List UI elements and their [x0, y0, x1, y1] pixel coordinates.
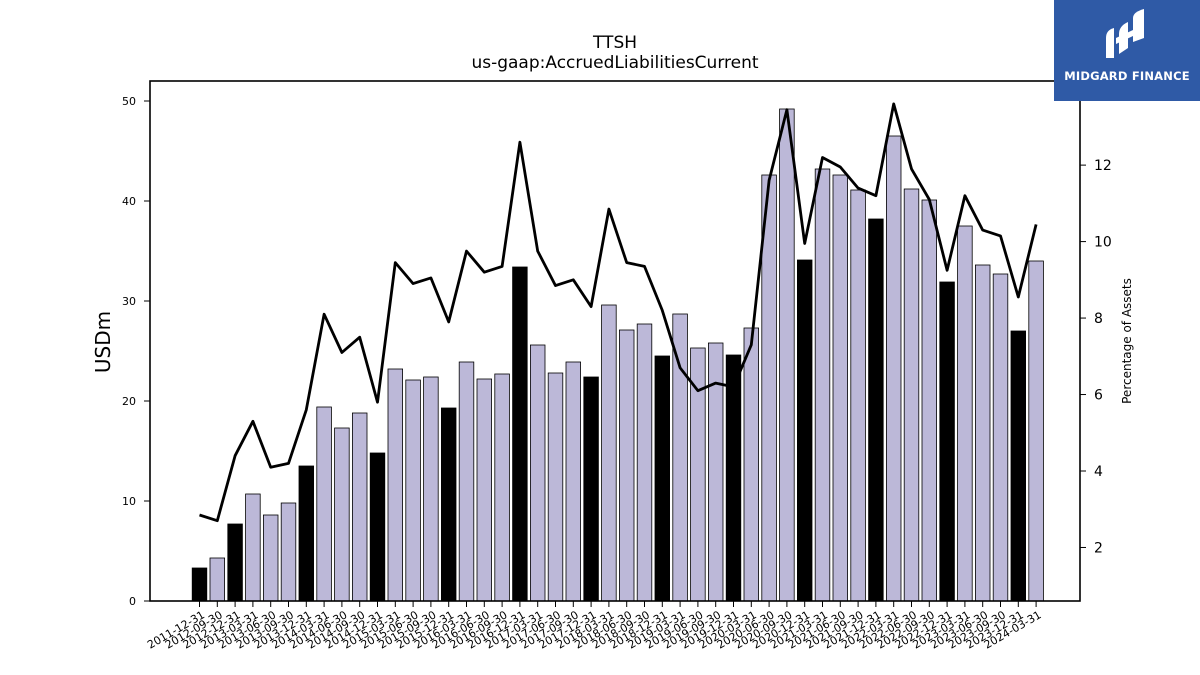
plot-frame — [149, 80, 1081, 602]
bar — [298, 465, 315, 602]
bar — [458, 361, 475, 602]
bar — [797, 259, 813, 602]
brand-name: MIDGARD FINANCE — [1064, 69, 1190, 83]
bar — [547, 372, 564, 602]
y-tick-label: 50 — [122, 95, 136, 108]
y-tick-label: 10 — [122, 495, 136, 508]
bars-layer — [191, 108, 1044, 602]
bar — [975, 264, 991, 602]
chart-subtitle: us-gaap:AccruedLiabilitiesCurrent — [471, 53, 758, 73]
bar — [708, 342, 724, 602]
y2-axis-label: Percentage of Assets — [1120, 278, 1134, 404]
bar — [245, 493, 261, 602]
percentage-line — [199, 102, 1038, 523]
bar — [280, 502, 297, 602]
bar — [262, 514, 279, 602]
bar — [423, 376, 439, 602]
bar — [227, 523, 243, 602]
y-tick-label: 30 — [122, 295, 136, 308]
bar — [779, 108, 795, 602]
y2-tick-label: 2 — [1094, 540, 1103, 556]
bar — [405, 379, 421, 602]
chart-title: TTSH — [592, 33, 637, 53]
bar — [440, 407, 457, 602]
bar — [494, 373, 510, 602]
bar — [868, 218, 884, 602]
y2-tick-label: 6 — [1094, 388, 1103, 404]
bar — [939, 281, 955, 602]
y-axis-label: USDm — [91, 311, 115, 373]
bar — [565, 361, 582, 602]
bar — [191, 567, 208, 602]
y2-tick-label: 4 — [1094, 464, 1103, 480]
bar — [672, 313, 688, 602]
midgard-logo-icon — [1106, 9, 1144, 58]
bar — [351, 412, 368, 602]
bar — [992, 273, 1009, 602]
bar — [334, 427, 350, 602]
bar — [476, 378, 493, 602]
y2-tick-label: 12 — [1094, 158, 1112, 174]
y-tick-label: 20 — [122, 395, 136, 408]
bar — [725, 354, 742, 602]
y-tick-label: 0 — [129, 595, 136, 608]
y2-tick-label: 8 — [1094, 311, 1103, 327]
bar — [1028, 260, 1044, 602]
bar — [886, 135, 902, 602]
bar — [743, 327, 760, 602]
bar — [316, 406, 332, 602]
bar — [512, 266, 528, 602]
y2-tick-label: 10 — [1094, 235, 1112, 251]
bar — [387, 368, 404, 602]
bar — [619, 329, 635, 602]
line-layer — [199, 102, 1038, 523]
bar — [921, 199, 938, 602]
bar — [583, 376, 599, 602]
bar — [850, 189, 866, 602]
bar — [1010, 330, 1027, 602]
bar — [530, 344, 546, 602]
bar — [654, 355, 671, 602]
bar — [209, 557, 226, 602]
y-tick-label: 40 — [122, 195, 136, 208]
bar — [814, 168, 831, 602]
bar — [903, 188, 920, 602]
bar — [636, 323, 653, 602]
bar — [369, 452, 386, 602]
bar — [832, 174, 849, 602]
brand-logo: MIDGARD FINANCE — [1054, 0, 1200, 101]
bar — [957, 225, 973, 602]
bar — [601, 304, 617, 602]
